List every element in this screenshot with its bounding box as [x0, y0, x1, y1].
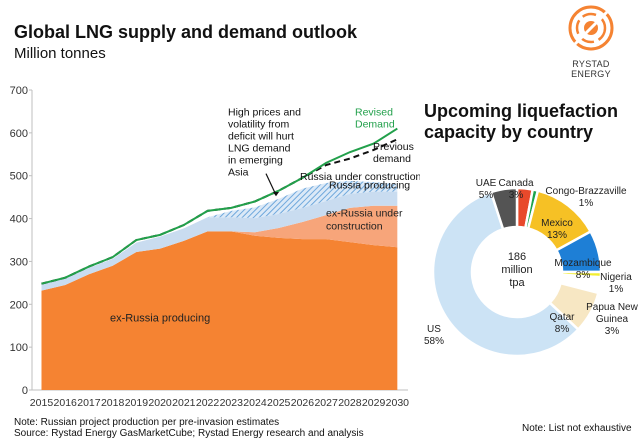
y-tick-label: 700 [10, 85, 28, 97]
y-tick-label: 400 [10, 214, 28, 226]
label-previous-demand: Previous demand [373, 141, 414, 165]
x-tick-label: 2023 [220, 397, 244, 409]
donut-slice-us [431, 190, 581, 358]
revised-demand-line [41, 127, 398, 285]
footnote: Note: Russian project production per pre… [14, 417, 280, 428]
x-tick-label: 2027 [314, 397, 338, 409]
x-tick-label: 2028 [338, 397, 362, 409]
area-russia-under-construction [41, 180, 398, 285]
x-tick-label: 2024 [243, 397, 267, 409]
x-tick-label: 2030 [386, 397, 410, 409]
annotation-asia-demand: High prices and volatility from deficit wi… [228, 107, 301, 179]
y-tick-label: 200 [10, 299, 28, 311]
x-tick-label: 2021 [172, 397, 196, 409]
x-tick-label: 2017 [77, 397, 101, 409]
label-revised-demand: Revised Demand [355, 107, 395, 131]
list-note: Note: List not exhaustive [522, 423, 632, 434]
donut-label-uae: UAE 5% [476, 178, 497, 201]
y-tick-label: 0 [22, 385, 28, 397]
area-ex-russia-producing [41, 231, 398, 390]
donut-label-qatar: Qatar 8% [549, 312, 575, 335]
x-tick-label: 2015 [30, 397, 54, 409]
y-tick-label: 300 [10, 256, 28, 268]
x-tick-label: 2029 [362, 397, 386, 409]
donut-label-congo-brazzaville: Congo-Brazzaville 1% [545, 186, 627, 209]
donut-label-mozambique: Mozambique 8% [554, 258, 612, 281]
y-tick-label: 600 [10, 128, 28, 140]
label-russia-under-construction: Russia under construction [300, 171, 420, 183]
donut-center-label: 186 million tpa [501, 251, 532, 289]
rystad-logo-icon [568, 5, 614, 51]
donut-title: Upcoming liquefaction capacity by countr… [424, 101, 640, 143]
chart-title: Global LNG supply and demand outlook [14, 22, 358, 42]
source-note: Source: Rystad Energy GasMarketCube; Rys… [14, 428, 364, 439]
x-tick-label: 2019 [125, 397, 149, 409]
donut-label-nigeria: Nigeria 1% [600, 272, 632, 295]
donut-title-text: Upcoming liquefaction capacity by countr… [424, 101, 619, 142]
rystad-logo: RYSTAD ENERGY [556, 4, 626, 79]
label-ex-russia-producing: ex-Russia producing [110, 312, 210, 324]
donut-label-canada: Canada 3% [498, 178, 533, 201]
annotation-arrowhead [273, 192, 279, 197]
x-tick-label: 2022 [196, 397, 220, 409]
y-tick-label: 500 [10, 171, 28, 183]
annotation-arrow [265, 173, 277, 196]
donut-label-us: US 58% [424, 324, 444, 347]
area-ex-russia-under-construction [41, 205, 398, 291]
donut-label-mexico: Mexico 13% [541, 218, 573, 241]
x-tick-label: 2018 [101, 397, 125, 409]
donut-slice-uae [489, 186, 519, 231]
chart-subtitle: Million tonnes [14, 45, 106, 62]
donut-chart: 186 million tpa UAE 5%Canada 3% Congo-Brazzavi… [424, 178, 639, 358]
donut-label-papua-new-guinea: Papua New Guinea 3% [586, 302, 638, 337]
area-russia-producing [41, 191, 398, 291]
x-tick-label: 2026 [291, 397, 315, 409]
logo-text: RYSTAD ENERGY [571, 59, 611, 79]
y-tick-label: 100 [10, 342, 28, 354]
label-ex-russia-under-construction: ex-Russia under construction [326, 207, 403, 232]
x-tick-label: 2025 [267, 397, 291, 409]
x-tick-label: 2020 [148, 397, 172, 409]
x-tick-label: 2016 [54, 397, 78, 409]
label-russia-producing: Russia producing [329, 180, 410, 192]
